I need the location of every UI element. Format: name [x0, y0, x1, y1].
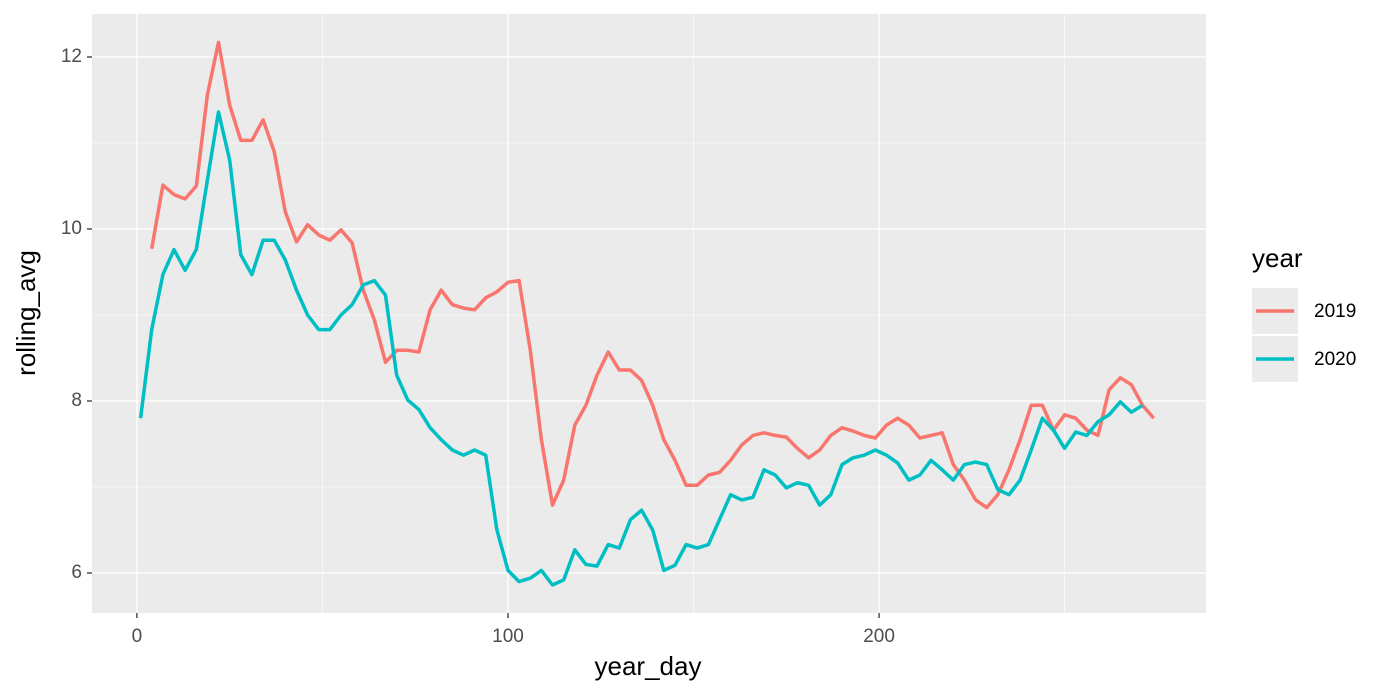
legend-label: 2020	[1314, 349, 1356, 370]
x-tick-label: 0	[132, 626, 143, 647]
y-tick-label: 10	[61, 218, 82, 239]
y-tick-label: 6	[71, 562, 82, 583]
legend-title: year	[1252, 243, 1303, 273]
legend-label: 2019	[1314, 301, 1356, 322]
series-line	[149, 40, 1156, 510]
x-axis-label: year_day	[595, 651, 702, 681]
y-tick-label: 12	[61, 46, 82, 67]
y-tick-label: 8	[71, 390, 82, 411]
x-tick-label: 100	[492, 626, 524, 647]
x-tick-label: 200	[863, 626, 895, 647]
panel-background	[92, 14, 1206, 613]
y-axis-label: rolling_avg	[11, 250, 41, 376]
series-line	[138, 110, 1144, 587]
